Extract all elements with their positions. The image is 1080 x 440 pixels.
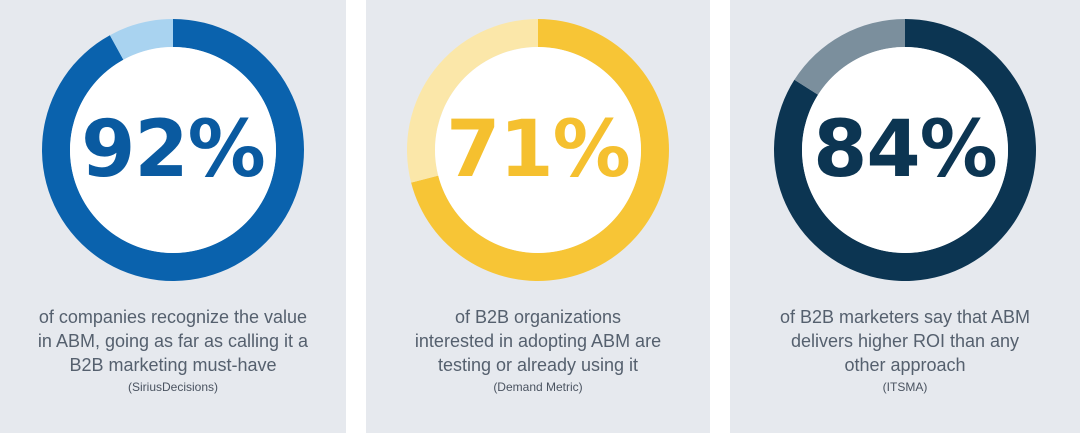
donut-chart: 84% <box>730 0 1080 300</box>
stat-card: 71% of B2B organizations interested in a… <box>366 0 710 433</box>
stat-description: of companies recognize the value in ABM,… <box>10 305 336 395</box>
donut-svg: 84% <box>774 18 1036 281</box>
description-line: testing or already using it <box>437 355 639 375</box>
donut-segments <box>407 19 669 281</box>
stat-card: 84% of B2B marketers say that ABM delive… <box>730 0 1080 433</box>
stat-card: 92% of companies recognize the value in … <box>0 0 346 433</box>
donut-segments <box>774 18 1036 281</box>
description-line: B2B marketing must-have <box>69 355 277 375</box>
stat-description: of B2B organizations interested in adopt… <box>376 305 700 395</box>
donut-svg: 92% <box>41 19 304 281</box>
donut-hole <box>435 47 641 253</box>
source-label: (Demand Metric) <box>493 380 583 394</box>
donut-segments <box>41 19 304 281</box>
donut-svg: 71% <box>407 19 669 281</box>
stat-description: of B2B marketers say that ABM delivers h… <box>740 305 1070 395</box>
description-line: other approach <box>844 355 966 375</box>
source-label: (ITSMA) <box>882 380 928 394</box>
description-line: delivers higher ROI than any <box>790 331 1020 351</box>
source-label: (SiriusDecisions) <box>127 380 219 394</box>
description-line: in ABM, going as far as calling it a <box>37 331 309 351</box>
donut-remainder-segment <box>407 19 538 183</box>
donut-remainder-segment <box>794 18 905 95</box>
description-line: of companies recognize the value <box>38 307 308 327</box>
description-line: of B2B marketers say that ABM <box>779 307 1031 327</box>
donut-remainder-segment <box>109 19 173 60</box>
description-line: of B2B organizations <box>454 307 622 327</box>
description-line: interested in adopting ABM are <box>414 331 662 351</box>
donut-hole <box>802 47 1008 253</box>
donut-chart: 92% <box>0 0 346 300</box>
percentage-label: 71% <box>446 105 630 195</box>
donut-chart: 71% <box>366 0 710 300</box>
percentage-label: 84% <box>813 105 997 195</box>
donut-hole <box>70 47 276 253</box>
percentage-label: 92% <box>81 105 265 195</box>
